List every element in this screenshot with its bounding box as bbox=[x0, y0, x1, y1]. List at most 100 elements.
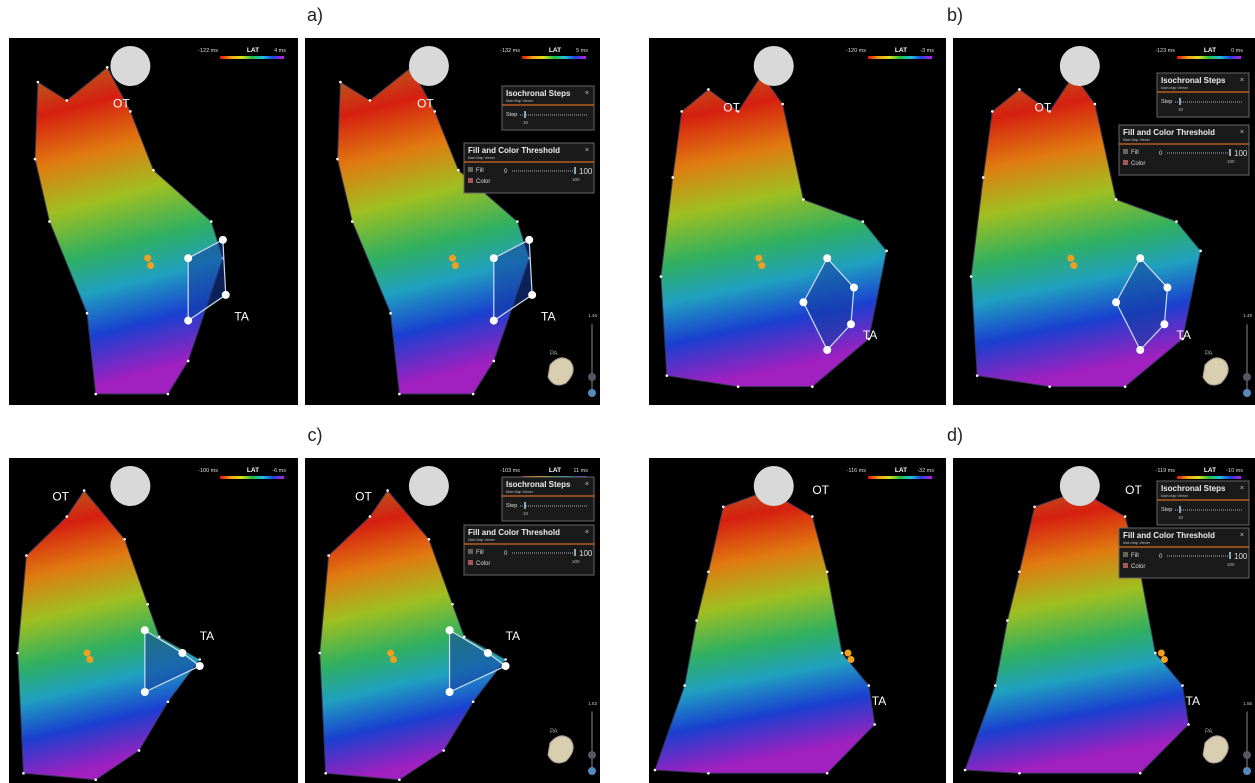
valve-point bbox=[1136, 254, 1144, 262]
dialog-close[interactable]: × bbox=[1240, 129, 1244, 136]
threshold-max: 100 bbox=[1234, 149, 1248, 158]
ablation-point bbox=[1161, 656, 1168, 663]
map-point bbox=[472, 700, 475, 703]
map-point bbox=[811, 515, 814, 518]
valve-point bbox=[525, 236, 533, 244]
ot-label: OT bbox=[52, 489, 69, 503]
fill-checkbox[interactable] bbox=[468, 167, 473, 172]
valve-point bbox=[850, 284, 858, 292]
map-point bbox=[386, 489, 389, 492]
step-label: Step bbox=[1161, 99, 1172, 105]
map-point bbox=[680, 110, 683, 113]
dialog-close[interactable]: × bbox=[585, 147, 589, 154]
zoom-button[interactable] bbox=[588, 389, 596, 397]
orientation-heart bbox=[1203, 736, 1228, 763]
ta-label: TA bbox=[506, 629, 520, 643]
map-point bbox=[1018, 570, 1021, 573]
ta-label: TA bbox=[872, 694, 886, 708]
step-thumb[interactable] bbox=[524, 111, 526, 118]
threshold-thumb[interactable] bbox=[574, 167, 576, 174]
dialog-subtitle: Main Map Viewer bbox=[506, 99, 534, 103]
map-point bbox=[1018, 772, 1021, 775]
lat-min: -119 ms bbox=[1156, 468, 1176, 474]
dialog-close[interactable]: × bbox=[1240, 532, 1244, 539]
zoom-button[interactable] bbox=[1243, 767, 1251, 775]
dialog-title: Fill and Color Threshold bbox=[468, 146, 560, 155]
heart-map bbox=[337, 67, 529, 394]
lat-label: LAT bbox=[549, 467, 561, 474]
dialog-close[interactable]: × bbox=[1240, 77, 1244, 84]
step-thumb[interactable] bbox=[1179, 506, 1181, 513]
ta-label: TA bbox=[200, 629, 214, 643]
orientation-label: PA bbox=[550, 729, 558, 735]
map-point bbox=[457, 169, 460, 172]
map-view: -119 msLAT-10 msOTTAIsochronal Steps×Mai… bbox=[953, 458, 1255, 783]
fill-checkbox[interactable] bbox=[1123, 552, 1128, 557]
threshold-thumb[interactable] bbox=[1229, 552, 1231, 559]
step-thumb[interactable] bbox=[524, 502, 526, 509]
color-checkbox[interactable] bbox=[1123, 160, 1128, 165]
map-point bbox=[327, 554, 330, 557]
map-point bbox=[1006, 619, 1009, 622]
ot-label: OT bbox=[1035, 100, 1052, 114]
map-point bbox=[22, 772, 25, 775]
lat-min: -103 ms bbox=[500, 468, 520, 474]
dialog-close[interactable]: × bbox=[585, 481, 589, 488]
ablation-point bbox=[86, 656, 93, 663]
zoom-button[interactable] bbox=[588, 373, 596, 381]
zoom-button[interactable] bbox=[1243, 751, 1251, 759]
map-point bbox=[83, 489, 86, 492]
valve-point bbox=[141, 626, 149, 634]
threshold-thumb[interactable] bbox=[574, 549, 576, 556]
fill-checkbox[interactable] bbox=[1123, 149, 1128, 154]
map-point bbox=[152, 169, 155, 172]
valve-point bbox=[1136, 346, 1144, 354]
color-label: Color bbox=[476, 179, 490, 185]
map-point bbox=[707, 570, 710, 573]
lat-colorbar bbox=[220, 56, 284, 59]
dialog-close[interactable]: × bbox=[585, 529, 589, 536]
panel-label: a) bbox=[307, 5, 323, 26]
lat-colorbar bbox=[522, 56, 586, 59]
map-point bbox=[683, 684, 686, 687]
map-point bbox=[48, 220, 51, 223]
step-value: 10 bbox=[1178, 107, 1184, 112]
zoom-button[interactable] bbox=[1243, 389, 1251, 397]
step-thumb[interactable] bbox=[1179, 98, 1181, 105]
map-point bbox=[873, 723, 876, 726]
orientation-label: PA bbox=[1205, 351, 1213, 357]
dialog-subtitle: Main Map Viewer bbox=[1123, 541, 1151, 545]
threshold-max: 100 bbox=[579, 549, 593, 558]
lat-max: 5 ms bbox=[576, 48, 588, 54]
map-point bbox=[1124, 515, 1127, 518]
map-point bbox=[472, 393, 475, 396]
color-checkbox[interactable] bbox=[468, 560, 473, 565]
lat-min: -132 ms bbox=[500, 48, 520, 54]
dialog-close[interactable]: × bbox=[1240, 485, 1244, 492]
fill-checkbox[interactable] bbox=[468, 549, 473, 554]
orientation-sphere bbox=[110, 46, 150, 86]
valve-point bbox=[823, 346, 831, 354]
map-point bbox=[504, 658, 507, 661]
threshold-thumb[interactable] bbox=[1229, 149, 1231, 156]
fill-label: Fill bbox=[1131, 150, 1139, 156]
map-point bbox=[369, 515, 372, 518]
color-checkbox[interactable] bbox=[1123, 563, 1128, 568]
lat-label: LAT bbox=[247, 47, 259, 54]
map-point bbox=[1033, 505, 1036, 508]
dialog-close[interactable]: × bbox=[585, 90, 589, 97]
dialog-subtitle: Main Map Viewer bbox=[1123, 138, 1151, 142]
dialog-title: Isochronal Steps bbox=[1161, 76, 1226, 85]
lat-max: 11 ms bbox=[573, 468, 588, 474]
zoom-button[interactable] bbox=[588, 767, 596, 775]
ot-label: OT bbox=[355, 489, 372, 503]
zoom-button[interactable] bbox=[588, 751, 596, 759]
map-point bbox=[336, 158, 339, 161]
map-point bbox=[1048, 385, 1051, 388]
map-point bbox=[516, 220, 519, 223]
color-checkbox[interactable] bbox=[468, 178, 473, 183]
lat-max: -3 ms bbox=[920, 48, 934, 54]
map-point bbox=[318, 652, 321, 655]
map-point bbox=[862, 220, 865, 223]
zoom-button[interactable] bbox=[1243, 373, 1251, 381]
